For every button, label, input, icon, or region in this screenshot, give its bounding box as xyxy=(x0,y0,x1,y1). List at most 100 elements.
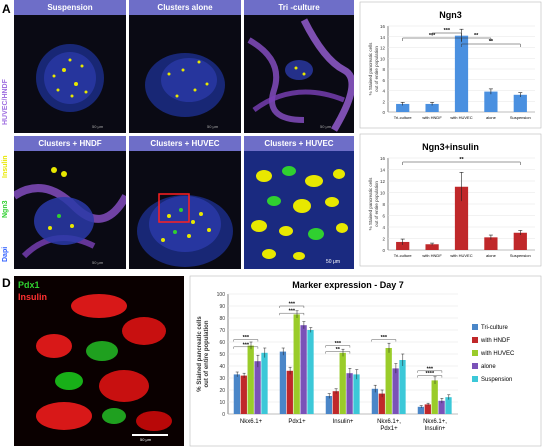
chart-title: Marker expression - Day 7 xyxy=(292,280,404,290)
chart-title: Ngn3 xyxy=(439,10,462,20)
bar xyxy=(378,393,385,414)
y-tick-label: 8 xyxy=(382,67,385,72)
bar xyxy=(353,374,360,414)
significance-bracket xyxy=(371,339,397,342)
y-axis-label-line: % Stained pancreatic cells xyxy=(368,177,373,231)
significance-bracket xyxy=(417,375,443,378)
bar xyxy=(261,352,268,414)
y-axis-label: % Stained pancreatic cellsout of entire … xyxy=(197,316,210,392)
y-tick-label: 12 xyxy=(380,179,386,184)
significance-label: *** xyxy=(243,335,250,341)
x-tick-label-line: Pdx1+ xyxy=(288,419,306,425)
bar xyxy=(300,325,307,414)
scale-label: 50 μm xyxy=(326,259,340,265)
panel-a-letter: A xyxy=(2,2,11,16)
legend-label: Suspension xyxy=(481,377,512,383)
bar xyxy=(399,360,406,414)
significance-bracket xyxy=(279,313,305,316)
bar xyxy=(484,91,498,112)
y-axis-label-line: out of entire population xyxy=(374,46,379,92)
chart-frame xyxy=(359,1,542,129)
legend-swatch xyxy=(472,376,478,382)
x-tick-label-line: Nkx6.1+, xyxy=(423,419,447,425)
legend-label: with HNDF xyxy=(480,338,510,344)
chart-title: Ngn3+insulin xyxy=(422,142,479,152)
x-tick-label-line: Nkx6.1+ xyxy=(240,419,263,425)
micrograph-suspension: Suspension 50 μm xyxy=(14,0,126,133)
micrograph-clusters-hndf: Clusters + HNDF 50 μm xyxy=(14,136,126,269)
significance-bracket xyxy=(233,339,259,342)
chart-frame xyxy=(359,133,542,267)
bar xyxy=(445,397,452,414)
significance-label: *** xyxy=(381,335,388,341)
bar xyxy=(438,400,445,414)
micrograph-clusters-huvec: Clusters + HUVEC xyxy=(129,136,241,269)
scale-bar xyxy=(132,434,168,436)
y-tick-label: 0 xyxy=(382,248,385,253)
chart-b: Ngn3 0 2 4 6 8 10 12 14 16 % Stained pancreatic ce… xyxy=(359,1,542,129)
scale-label: 50 μm xyxy=(320,124,332,129)
bar xyxy=(385,348,392,414)
channel-label-dapi: Dapi xyxy=(2,246,9,262)
significance-label: ** xyxy=(489,39,494,45)
x-tick-label: Insulin+ xyxy=(333,419,354,425)
channel-label-huvec: HUVEC/HNDF xyxy=(2,79,9,125)
bar xyxy=(254,361,261,414)
significance-bracket xyxy=(402,161,521,165)
y-tick-label: 6 xyxy=(382,78,385,83)
y-axis-label: % Stained pancreatic cellsout of entire … xyxy=(368,177,379,231)
significance-bracket xyxy=(461,43,521,47)
y-tick-label: 12 xyxy=(380,46,386,51)
micrograph-clusters-alone: Clusters alone 50 μm xyxy=(129,0,241,133)
significance-bracket xyxy=(417,370,443,373)
y-tick-label: 10 xyxy=(380,191,386,196)
bar xyxy=(425,103,439,112)
bar xyxy=(293,314,300,414)
significance-label: *** xyxy=(289,309,296,315)
significance-label: **** xyxy=(426,371,435,377)
micrograph-clusters-huvec-enlarged: Clusters + HUVEC (enlarged) 50 μm xyxy=(244,136,354,269)
bar xyxy=(371,388,379,414)
bar xyxy=(425,244,439,250)
x-tick-label: Tri-culture xyxy=(394,115,413,120)
x-tick-label: Suspension xyxy=(510,253,531,258)
legend-label: alone xyxy=(481,364,496,370)
micrograph-title: Suspension xyxy=(14,0,126,15)
x-tick-label-line: Insulin+ xyxy=(425,426,446,432)
scale-label: 50 μm xyxy=(92,260,104,265)
y-tick-label: 6 xyxy=(382,214,385,219)
bar xyxy=(286,370,293,414)
channel-label-ngn3: Ngn3 xyxy=(2,200,9,219)
y-tick-label: 30 xyxy=(219,376,225,382)
bar xyxy=(417,406,425,414)
x-tick-label: with HNDF xyxy=(422,115,442,120)
zoom-box xyxy=(158,193,190,223)
panel-d-letter: D xyxy=(2,276,11,290)
scale-label: 50 μm xyxy=(140,437,152,442)
bar xyxy=(346,373,353,414)
label-insulin: Insulin xyxy=(18,292,47,302)
significance-label: ** xyxy=(474,33,479,39)
micrograph-title: Clusters + HNDF xyxy=(14,136,126,151)
bar xyxy=(392,368,399,414)
x-tick-label: with HUVEC xyxy=(450,115,472,120)
bar xyxy=(454,35,469,112)
bar xyxy=(332,391,339,414)
legend-swatch xyxy=(472,324,478,330)
micrograph-title: Clusters + HUVEC xyxy=(129,136,241,151)
micrograph-title: Clusters alone xyxy=(129,0,241,15)
y-tick-label: 0 xyxy=(222,412,225,418)
y-tick-label: 20 xyxy=(219,388,225,394)
micrograph-title: Tri -culture xyxy=(244,0,354,15)
y-tick-label: 4 xyxy=(382,225,385,230)
legend-swatch xyxy=(472,337,478,343)
y-tick-label: 90 xyxy=(219,304,225,310)
significance-bracket xyxy=(325,345,351,348)
x-tick-label: Nkx6.1+, Insulin+ xyxy=(423,419,447,432)
bar xyxy=(454,186,469,250)
y-axis-label-line: % Stained pancreatic cells xyxy=(368,42,373,96)
y-tick-label: 70 xyxy=(219,328,225,334)
y-tick-label: 2 xyxy=(382,237,385,242)
scale-label: 50 μm xyxy=(92,124,104,129)
y-axis-label-line: out of entire population xyxy=(204,320,210,387)
